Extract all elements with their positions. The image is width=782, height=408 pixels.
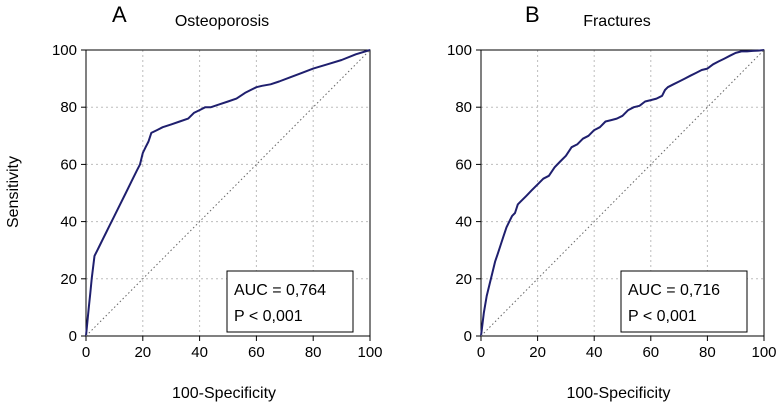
y-tick-label: 0: [464, 328, 472, 345]
panel-fractures: B Fractures 0 20 40 60 80 100 0 20 40 60 80 100 100-Sp…: [447, 2, 777, 402]
p-value-text: P < 0,001: [628, 308, 697, 325]
panel-letter: B: [525, 2, 540, 27]
annotation-box: [620, 270, 748, 333]
y-tick-label: 40: [455, 214, 472, 231]
y-tick-label: 20: [60, 271, 77, 288]
x-tick-label: 40: [191, 344, 208, 361]
plot-frame: [480, 49, 765, 337]
roc-curve-line: [85, 49, 371, 337]
panel-title: Osteoporosis: [175, 13, 269, 30]
reference-line: [480, 49, 765, 337]
y-axis-label-sensitivity: Sensitivity: [5, 156, 22, 228]
x-tick-label: 80: [699, 344, 716, 361]
x-tick-label: 20: [529, 344, 546, 361]
y-tick-label: 0: [69, 328, 77, 345]
x-tick-label: 40: [586, 344, 603, 361]
auc-annotation: AUC = 0,764 P < 0,001: [226, 270, 354, 333]
y-tick-label: 100: [447, 42, 472, 59]
x-tick-label: 60: [642, 344, 659, 361]
panel-letter: A: [112, 2, 127, 27]
panel-title: Fractures: [583, 13, 651, 30]
x-axis-label: 100-Specificity: [172, 385, 276, 402]
x-tick-label: 0: [477, 344, 485, 361]
p-value-text: P < 0,001: [234, 308, 303, 325]
x-tick-label: 60: [248, 344, 265, 361]
auc-value-text: AUC = 0,716: [628, 282, 720, 299]
x-tick-label: 20: [134, 344, 151, 361]
y-tick-label: 100: [52, 42, 77, 59]
y-tick-label: 60: [455, 156, 472, 173]
x-tick-label: 0: [82, 344, 90, 361]
panel-osteoporosis: A Osteoporosis 0 20 40 60 80 100 0 20 40 60 80 100 100…: [52, 2, 383, 402]
annotation-box: [226, 270, 354, 333]
y-tick-label: 40: [60, 214, 77, 231]
x-axis-label: 100-Specificity: [566, 385, 670, 402]
plot-frame: [85, 49, 371, 337]
y-tick-label: 80: [60, 99, 77, 116]
roc-curve-line: [480, 49, 765, 337]
auc-annotation: AUC = 0,716 P < 0,001: [620, 270, 748, 333]
x-tick-label: 80: [305, 344, 322, 361]
y-tick-label: 60: [60, 156, 77, 173]
y-tick-label: 80: [455, 99, 472, 116]
x-tick-label: 100: [751, 344, 776, 361]
x-tick-label: 100: [357, 344, 382, 361]
auc-value-text: AUC = 0,764: [234, 282, 326, 299]
y-tick-label: 20: [455, 271, 472, 288]
